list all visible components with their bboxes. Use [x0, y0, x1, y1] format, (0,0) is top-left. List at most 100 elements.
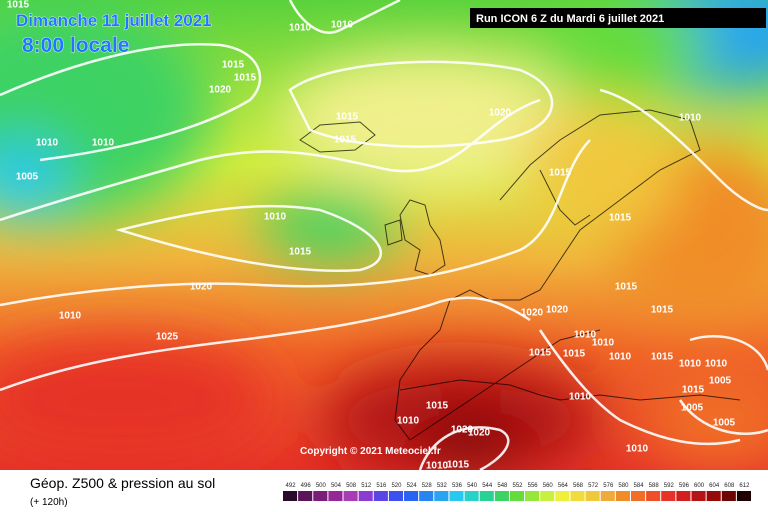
- isobar-label: 1015: [447, 460, 470, 471]
- scale-label: 596: [679, 483, 690, 489]
- scale-swatch: [721, 491, 736, 501]
- scale-label: 600: [694, 483, 705, 489]
- isobar-label: 1015: [609, 213, 632, 224]
- scale-swatch: [540, 491, 555, 501]
- isobar-lines: [0, 0, 768, 470]
- scale-label: 496: [301, 483, 312, 489]
- scale-swatch: [494, 491, 509, 501]
- isobar-label: 1015: [563, 349, 586, 360]
- isobar-label: 1015: [426, 401, 449, 412]
- isobar-label: 1005: [681, 403, 704, 414]
- scale-swatch: [434, 491, 449, 501]
- scale-swatch: [449, 491, 464, 501]
- isobar-label: 1015: [7, 0, 30, 11]
- isobar-label: 1010: [679, 359, 702, 370]
- scale-swatch: [585, 491, 600, 501]
- isobar-label: 1020: [190, 282, 213, 293]
- scale-swatch: [313, 491, 328, 501]
- run-info: Run ICON 6 Z du Mardi 6 juillet 2021: [476, 13, 664, 25]
- isobar-label: 1015: [615, 282, 638, 293]
- scale-label: 492: [286, 483, 297, 489]
- scale-label: 572: [588, 483, 599, 489]
- isobar-label: 1020: [451, 425, 474, 436]
- isobar-label: 1010: [289, 23, 312, 34]
- scale-swatch: [464, 491, 479, 501]
- scale-swatch: [615, 491, 630, 501]
- isobar-label: 1010: [264, 212, 287, 223]
- scale-swatch: [283, 491, 298, 501]
- isobar-label: 1010: [397, 416, 420, 427]
- scale-label: 576: [603, 483, 614, 489]
- scale-label: 584: [634, 483, 645, 489]
- isobar-label: 1020: [489, 108, 512, 119]
- isobar-label: 1010: [679, 113, 702, 124]
- isobar-label: 1015: [682, 385, 705, 396]
- scale-label: 568: [573, 483, 584, 489]
- isobar-label: 1020: [209, 85, 232, 96]
- forecast-time: 8:00 locale: [22, 34, 129, 57]
- isobar-label: 1015: [334, 135, 357, 146]
- scale-label: 556: [528, 483, 539, 489]
- scale-swatch: [343, 491, 358, 501]
- scale-swatch: [600, 491, 615, 501]
- isobar-label: 1020: [546, 305, 569, 316]
- scale-label: 588: [649, 483, 660, 489]
- scale-swatch: [630, 491, 646, 501]
- isobar-label: 1015: [234, 73, 257, 84]
- isobar-label: 1015: [651, 352, 674, 363]
- isobar-label: 1010: [36, 138, 59, 149]
- scale-label: 604: [709, 483, 720, 489]
- scale-label: 560: [543, 483, 554, 489]
- scale-swatch: [706, 491, 721, 501]
- isobar-label: 1015: [549, 168, 572, 179]
- isobar-label: 1010: [609, 352, 632, 363]
- scale-label: 548: [497, 483, 508, 489]
- scale-label: 520: [391, 483, 402, 489]
- isobar-label: 1010: [574, 330, 597, 341]
- isobar-label: 1020: [468, 428, 491, 439]
- scale-label: 540: [467, 483, 478, 489]
- scale-swatch: [298, 491, 313, 501]
- scale-label: 512: [361, 483, 372, 489]
- scale-swatch: [661, 491, 676, 501]
- scale-swatch: [691, 491, 706, 501]
- scale-swatch: [646, 491, 661, 501]
- footer-lead: (+ 120h): [30, 497, 68, 508]
- isobar-label: 1025: [156, 332, 179, 343]
- scale-label: 544: [482, 483, 493, 489]
- scale-swatch: [555, 491, 570, 501]
- isobar-label: 1015: [289, 247, 312, 258]
- footer-title: Géop. Z500 & pression au sol: [30, 475, 215, 491]
- scale-label: 524: [407, 483, 418, 489]
- run-box: [470, 8, 766, 28]
- isobar-label: 1015: [529, 348, 552, 359]
- scale-swatch: [373, 491, 388, 501]
- scale-label: 592: [664, 483, 675, 489]
- scale-swatch: [419, 491, 434, 501]
- scale-swatch: [570, 491, 585, 501]
- scale-label: 508: [346, 483, 357, 489]
- scale-swatch: [509, 491, 525, 501]
- scale-label: 516: [376, 483, 387, 489]
- scale-label: 500: [316, 483, 327, 489]
- isobar-label: 1015: [651, 305, 674, 316]
- color-scale: 492 496 500 504 508 512 516 520 524 528 532 536 540 5…: [283, 483, 751, 501]
- isobar-label: 1010: [426, 461, 449, 472]
- scale-label: 552: [512, 483, 523, 489]
- scale-label: 504: [331, 483, 342, 489]
- scale-label: 528: [422, 483, 433, 489]
- scale-label: 612: [739, 483, 750, 489]
- field: [0, 0, 768, 470]
- isobar-label: 1010: [331, 20, 354, 31]
- scale-swatch: [328, 491, 343, 501]
- isobar-label: 1010: [592, 338, 615, 349]
- scale-swatch: [736, 491, 751, 501]
- isobar-label: 1005: [16, 172, 39, 183]
- scale-swatch: [479, 491, 494, 501]
- isobar-label: 1010: [626, 444, 649, 455]
- isobar-label: 1005: [713, 418, 736, 429]
- scale-swatch: [676, 491, 691, 501]
- isobar-label: 1015: [222, 60, 245, 71]
